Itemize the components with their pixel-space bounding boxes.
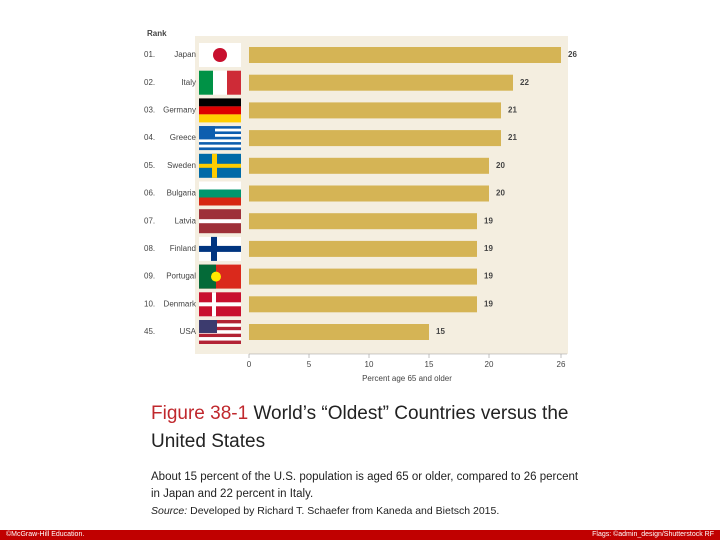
x-tick-label: 5 <box>307 360 312 369</box>
bar <box>249 185 489 202</box>
flag-part <box>199 126 215 140</box>
rank-label: 09. <box>144 272 155 281</box>
value-label: 15 <box>436 327 445 336</box>
rank-label: 07. <box>144 216 155 225</box>
category-label: Sweden <box>167 161 196 170</box>
flag-part <box>213 70 227 95</box>
category-label: Denmark <box>164 299 197 308</box>
value-label: 20 <box>496 189 505 198</box>
bar <box>249 157 489 174</box>
rank-header: Rank <box>147 29 167 38</box>
flag-part <box>227 70 241 95</box>
rank-label: 02. <box>144 78 155 87</box>
bar <box>249 240 477 257</box>
bar <box>249 324 429 340</box>
value-label: 19 <box>484 244 493 253</box>
flag-part <box>199 131 241 135</box>
category-label: Italy <box>181 78 196 87</box>
category-label: Portugal <box>166 272 196 281</box>
flag-part <box>199 219 241 224</box>
flag-part <box>199 330 241 334</box>
flag-part <box>199 340 241 344</box>
x-tick-label: 20 <box>485 360 494 369</box>
flag-part <box>199 142 241 145</box>
flag-part <box>213 48 227 62</box>
flag-part <box>199 333 241 338</box>
flag-part <box>199 320 217 333</box>
value-label: 20 <box>496 161 505 170</box>
value-label: 22 <box>520 78 529 87</box>
figure-number: Figure 38-1 <box>151 403 249 424</box>
figure-caption: Figure 38-1 World’s “Oldest” Countries v… <box>151 400 581 456</box>
rank-label: 45. <box>144 327 155 336</box>
bar <box>249 213 477 230</box>
bar <box>249 296 477 313</box>
category-label: Greece <box>170 133 197 142</box>
flag-part <box>199 326 241 331</box>
flag-part <box>211 271 221 282</box>
flag-part <box>199 136 241 140</box>
figure-title: World’s “Oldest” Countries versus the Un… <box>151 403 569 452</box>
category-label: Germany <box>163 106 196 115</box>
flag-part <box>199 245 241 252</box>
x-tick-label: 26 <box>557 360 566 369</box>
value-label: 21 <box>508 133 517 142</box>
rank-label: 01. <box>144 50 155 59</box>
chart: Rank Percent age 65 and older 0 5 10 15 20 26… <box>144 29 577 383</box>
flag-part <box>199 323 241 327</box>
flag-part <box>199 70 213 95</box>
rank-label: 06. <box>144 189 155 198</box>
category-label: Bulgaria <box>167 189 197 198</box>
flag-part <box>199 181 241 190</box>
category-label: Latvia <box>175 216 197 225</box>
flag-part <box>199 147 241 151</box>
x-tick-label: 15 <box>425 360 434 369</box>
rank-label: 05. <box>144 161 155 170</box>
x-tick-label: 0 <box>247 360 252 369</box>
bar <box>249 74 513 91</box>
bar <box>249 47 561 63</box>
flag-part <box>199 337 241 341</box>
category-label: Finland <box>170 244 196 253</box>
x-tick-label: 10 <box>365 360 374 369</box>
flag-part <box>199 163 241 168</box>
bar <box>249 268 477 285</box>
category-label: Japan <box>174 50 196 59</box>
rank-label: 10. <box>144 299 155 308</box>
source-text: Developed by Richard T. Schaefer from Ka… <box>190 505 500 517</box>
flag-part <box>199 320 241 324</box>
footer-right: Flags: ©admin_design/Shutterstock RF <box>592 531 714 538</box>
flag-part <box>199 128 241 132</box>
value-label: 19 <box>484 272 493 281</box>
flag-part <box>199 98 241 107</box>
value-label: 26 <box>568 50 577 59</box>
flag-part <box>199 114 241 123</box>
source-label: Source: <box>151 505 188 517</box>
flag-part <box>199 106 241 115</box>
footer-left: ©McGraw-Hill Education. <box>6 531 85 538</box>
category-label: USA <box>180 327 197 336</box>
footer: ©McGraw-Hill Education. Flags: ©admin_de… <box>0 530 720 540</box>
flag-part <box>199 126 241 129</box>
flag-part <box>199 197 241 206</box>
flag-part <box>199 302 241 307</box>
rank-label: 03. <box>144 106 155 115</box>
description: About 15 percent of the U.S. population … <box>151 471 579 500</box>
bar <box>249 102 501 119</box>
flag-part <box>199 144 241 148</box>
flag-part <box>199 264 216 289</box>
rank-label: 04. <box>144 133 155 142</box>
flag-part <box>199 134 241 137</box>
value-label: 21 <box>508 106 517 115</box>
flag-part <box>199 139 241 143</box>
rank-label: 08. <box>144 244 155 253</box>
value-label: 19 <box>484 216 493 225</box>
flag-part <box>199 189 241 198</box>
value-label: 19 <box>484 299 493 308</box>
x-axis-label: Percent age 65 and older <box>362 374 452 383</box>
source: Source: Developed by Richard T. Schaefer… <box>151 505 581 517</box>
bar <box>249 130 501 147</box>
